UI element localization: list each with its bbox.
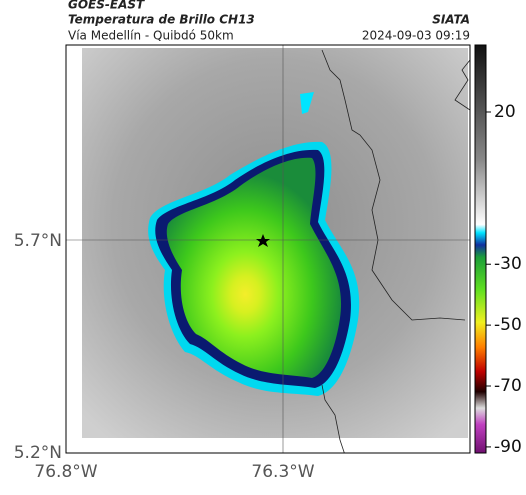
colorbar (474, 44, 487, 454)
colorbar-label: 20 (494, 102, 516, 122)
border (321, 49, 466, 321)
cloud-core (166, 157, 342, 378)
timestamp: 2024-09-03 09:19 (362, 29, 470, 43)
cloud-cell (300, 92, 314, 114)
lat-label: 5.7°N (14, 231, 62, 251)
map (66, 45, 470, 453)
city-marker (256, 234, 270, 247)
colorbar-label: -30 (494, 254, 522, 274)
lon-label: 76.8°W (34, 462, 97, 482)
region: Vía Medellín - Quibdó 50km (68, 29, 234, 43)
colorbar-label: -70 (494, 376, 522, 396)
border (321, 384, 345, 453)
colorbar-label: -90 (494, 437, 522, 457)
map-frame (65, 44, 471, 454)
lat-label: 5.2°N (14, 443, 62, 463)
source: SIATA (432, 13, 470, 27)
colorbar-label: -50 (494, 315, 522, 335)
lon-label: 76.3°W (251, 462, 314, 482)
subtitle: Temperatura de Brillo CH13 (68, 13, 255, 27)
title: GOES-EAST (68, 0, 145, 12)
border (454, 59, 470, 111)
